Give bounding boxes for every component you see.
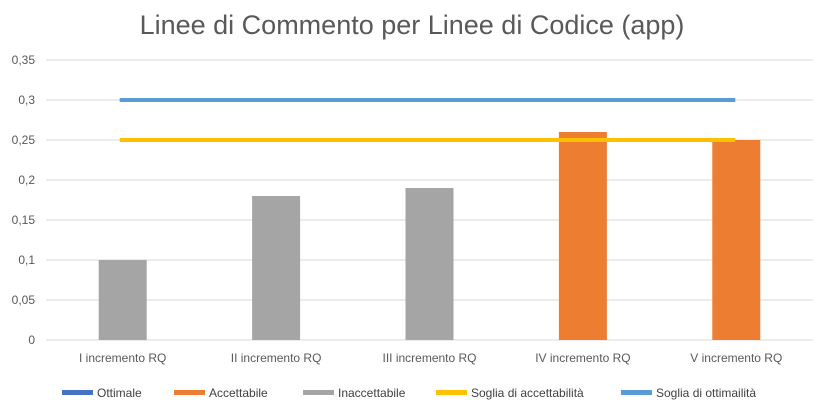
legend-swatch xyxy=(621,390,652,395)
legend-swatch xyxy=(174,390,205,395)
legend-label: Soglia di accettabilità xyxy=(471,386,584,400)
legend-label: Accettabile xyxy=(209,386,268,400)
x-tick-label: III incremento RQ xyxy=(382,351,476,365)
y-tick-label: 0,05 xyxy=(12,293,36,307)
legend-item: Inaccettabile xyxy=(303,386,406,400)
bar xyxy=(712,140,761,340)
y-axis: 0 0,05 0,1 0,15 0,2 0,25 0,3 0,35 xyxy=(12,53,36,347)
legend-item: Ottimale xyxy=(62,386,142,400)
y-tick-label: 0,2 xyxy=(18,173,35,187)
legend-label: Ottimale xyxy=(97,386,142,400)
x-tick-label: I incremento RQ xyxy=(79,351,166,365)
legend-label: Soglia di ottimailità xyxy=(656,386,756,400)
chart-title: Linee di Commento per Linee di Codice (a… xyxy=(140,10,685,40)
y-tick-label: 0,25 xyxy=(12,133,36,147)
legend-swatch xyxy=(303,390,334,395)
bar xyxy=(405,188,454,340)
y-tick-label: 0,3 xyxy=(18,93,35,107)
y-tick-label: 0 xyxy=(28,333,35,347)
legend: Ottimale Accettabile Inaccettabile Soglia d… xyxy=(62,386,756,400)
legend-item: Soglia di accettabilità xyxy=(436,386,584,400)
x-axis: I incremento RQ II incremento RQ III incre… xyxy=(79,351,782,365)
x-tick-label: II incremento RQ xyxy=(231,351,322,365)
y-tick-label: 0,35 xyxy=(12,53,36,67)
x-tick-label: V incremento RQ xyxy=(690,351,782,365)
y-tick-label: 0,15 xyxy=(12,213,36,227)
legend-item: Soglia di ottimailità xyxy=(621,386,756,400)
bars xyxy=(98,132,761,340)
bar xyxy=(252,196,301,340)
legend-label: Inaccettabile xyxy=(338,386,406,400)
bar xyxy=(98,260,147,340)
y-tick-label: 0,1 xyxy=(18,253,35,267)
bar xyxy=(558,132,607,340)
threshold-lines xyxy=(119,98,736,142)
legend-swatch xyxy=(62,390,93,395)
x-tick-label: IV incremento RQ xyxy=(535,351,630,365)
legend-item: Accettabile xyxy=(174,386,268,400)
legend-swatch xyxy=(436,390,467,395)
